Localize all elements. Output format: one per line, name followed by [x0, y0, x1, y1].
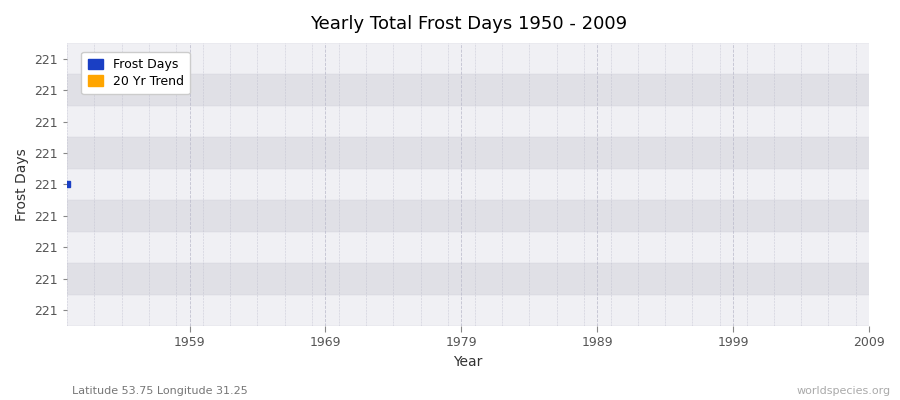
Bar: [68, 200, 869, 232]
Bar: [68, 106, 869, 137]
Bar: [68, 137, 869, 169]
Text: Latitude 53.75 Longitude 31.25: Latitude 53.75 Longitude 31.25: [72, 386, 248, 396]
X-axis label: Year: Year: [454, 355, 483, 369]
Text: worldspecies.org: worldspecies.org: [796, 386, 891, 396]
Bar: [68, 232, 869, 263]
Legend: Frost Days, 20 Yr Trend: Frost Days, 20 Yr Trend: [82, 52, 190, 94]
Title: Yearly Total Frost Days 1950 - 2009: Yearly Total Frost Days 1950 - 2009: [310, 15, 626, 33]
Bar: [68, 43, 869, 74]
Y-axis label: Frost Days: Frost Days: [15, 148, 29, 221]
Bar: [68, 169, 869, 200]
Bar: [68, 74, 869, 106]
Bar: [68, 263, 869, 294]
Bar: [68, 294, 869, 326]
